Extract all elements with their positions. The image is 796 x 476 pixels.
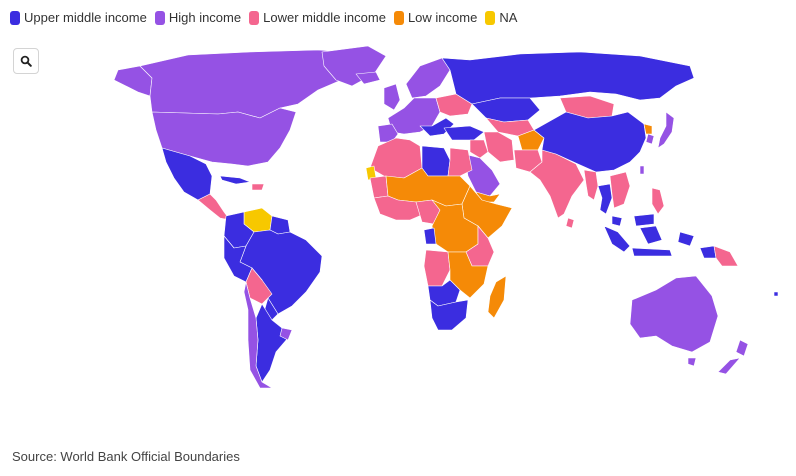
- region-chile[interactable]: [243, 281, 273, 389]
- region-balkans[interactable]: [419, 117, 455, 137]
- legend: Upper middle income High income Lower mi…: [10, 10, 525, 25]
- region-india[interactable]: [529, 149, 585, 219]
- region-angola[interactable]: [423, 249, 451, 287]
- region-myanmar[interactable]: [583, 169, 599, 201]
- region-indonesia[interactable]: [603, 225, 717, 259]
- legend-item-lower-middle-income[interactable]: Lower middle income: [249, 10, 386, 25]
- region-thailand[interactable]: [597, 183, 613, 215]
- region-uruguay[interactable]: [279, 327, 293, 341]
- legend-item-low-income[interactable]: Low income: [393, 10, 478, 25]
- region-japan[interactable]: [657, 111, 675, 149]
- legend-label: Lower middle income: [263, 10, 386, 25]
- legend-item-na[interactable]: NA: [485, 10, 517, 25]
- legend-item-high-income[interactable]: High income: [154, 10, 242, 25]
- legend-swatch: [10, 10, 20, 25]
- region-hispaniola[interactable]: [251, 183, 265, 191]
- legend-label: Low income: [407, 10, 478, 25]
- legend-swatch: [249, 10, 260, 25]
- legend-label: High income: [168, 10, 242, 25]
- source-note: Source: World Bank Official Boundaries: [12, 449, 240, 464]
- region-uk-ireland[interactable]: [383, 83, 401, 111]
- region-turkey[interactable]: [443, 125, 485, 141]
- region-sri-lanka[interactable]: [565, 217, 575, 229]
- region-iberia[interactable]: [377, 123, 399, 143]
- region-tasmania[interactable]: [687, 357, 697, 367]
- region-australia[interactable]: [629, 275, 719, 353]
- region-egypt[interactable]: [447, 147, 473, 177]
- region-mauritania[interactable]: [369, 175, 389, 199]
- legend-label: Upper middle income: [24, 10, 147, 25]
- region-iceland[interactable]: [355, 71, 381, 85]
- region-saudi-arabia[interactable]: [463, 153, 501, 197]
- world-map: [113, 45, 779, 389]
- region-scandinavia[interactable]: [405, 57, 451, 99]
- legend-swatch: [154, 10, 165, 25]
- region-cuba[interactable]: [219, 175, 251, 185]
- region-new-zealand[interactable]: [717, 339, 749, 375]
- region-gabon[interactable]: [423, 227, 437, 245]
- region-south-africa[interactable]: [429, 299, 469, 331]
- region-fiji[interactable]: [773, 291, 779, 297]
- region-kazakhstan[interactable]: [471, 97, 541, 123]
- region-indochina[interactable]: [609, 171, 631, 209]
- region-iran[interactable]: [483, 131, 515, 163]
- region-zambia-mozambique[interactable]: [447, 251, 489, 299]
- region-north-korea[interactable]: [643, 123, 653, 135]
- region-papua-new-guinea[interactable]: [713, 245, 739, 267]
- region-iraq-syria[interactable]: [469, 139, 489, 159]
- region-philippines[interactable]: [651, 187, 665, 215]
- region-malaysia[interactable]: [611, 213, 655, 227]
- region-afghanistan[interactable]: [517, 129, 545, 151]
- zoom-button[interactable]: [13, 48, 39, 74]
- region-madagascar[interactable]: [487, 275, 507, 319]
- region-south-korea[interactable]: [645, 133, 655, 145]
- legend-label: NA: [499, 10, 518, 25]
- region-canada[interactable]: [139, 49, 379, 119]
- search-icon: [20, 55, 32, 67]
- region-china[interactable]: [533, 111, 647, 173]
- legend-item-upper-middle-income[interactable]: Upper middle income: [10, 10, 147, 25]
- region-taiwan[interactable]: [639, 165, 645, 175]
- region-russia[interactable]: [441, 51, 695, 105]
- region-western-europe[interactable]: [387, 97, 441, 135]
- region-libya[interactable]: [421, 145, 451, 177]
- legend-swatch: [485, 10, 496, 25]
- legend-swatch: [393, 10, 404, 25]
- region-central-america[interactable]: [197, 193, 231, 221]
